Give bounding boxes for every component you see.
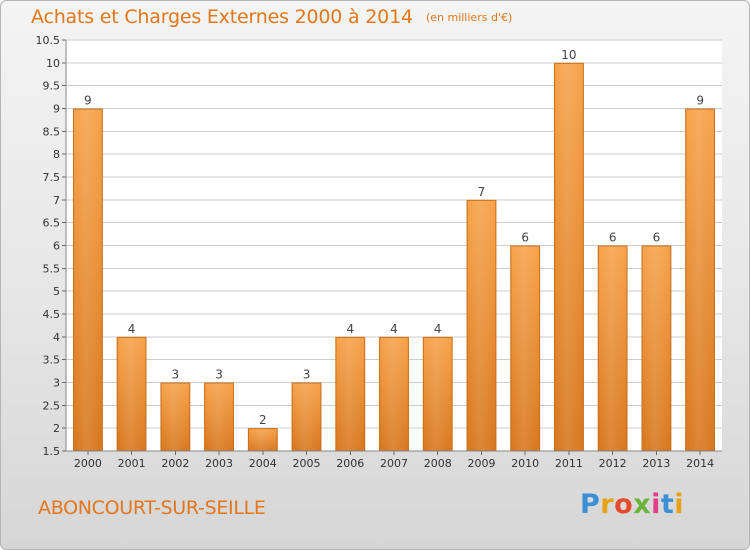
data-label: 6 — [609, 231, 617, 245]
bar-shine — [335, 336, 366, 451]
y-tick-label: 5.5 — [43, 262, 61, 275]
x-tick-label: 2005 — [293, 457, 321, 470]
data-label: 4 — [128, 322, 136, 336]
data-label: 4 — [390, 322, 398, 336]
y-tick-label: 2.5 — [43, 399, 61, 412]
bar-shine — [379, 336, 409, 451]
title-row: Achats et Charges Externes 2000 à 2014 (… — [31, 6, 512, 28]
chart-title: Achats et Charges Externes 2000 à 2014 — [31, 6, 413, 28]
bar-shine — [685, 108, 716, 451]
bar-shine — [247, 428, 278, 451]
x-tick-label: 2001 — [118, 457, 146, 470]
x-tick-label: 2008 — [424, 457, 452, 470]
data-label: 6 — [653, 231, 661, 245]
bar-shine — [510, 245, 541, 451]
x-tick-label: 2006 — [336, 457, 364, 470]
y-tick-label: 6 — [53, 240, 60, 253]
y-tick-label: 8.5 — [43, 125, 61, 138]
y-tick-label: 7 — [53, 194, 60, 207]
x-tick-label: 2013 — [642, 457, 670, 470]
y-tick-label: 7.5 — [43, 171, 61, 184]
bar-shine — [204, 382, 234, 451]
proxiti-logo: Proxiti — [580, 489, 685, 520]
bar-shine — [597, 245, 628, 451]
x-tick-label: 2007 — [380, 457, 408, 470]
x-tick-label: 2003 — [205, 457, 233, 470]
y-tick-label: 2 — [53, 422, 60, 435]
bars — [72, 62, 716, 452]
x-tick-label: 2002 — [161, 457, 189, 470]
y-tick-label: 5 — [53, 285, 60, 298]
y-tick-label: 6.5 — [43, 217, 61, 230]
data-label: 4 — [434, 322, 442, 336]
x-tick-label: 2014 — [686, 457, 714, 470]
y-tick-label: 9.5 — [43, 80, 61, 93]
bar-shine — [291, 382, 322, 451]
data-label: 9 — [696, 94, 704, 108]
bar-shine — [422, 336, 453, 451]
data-label: 10 — [561, 48, 576, 62]
bar-shine — [160, 382, 191, 451]
data-label: 9 — [84, 94, 92, 108]
x-tick-label: 2004 — [249, 457, 277, 470]
chart-subtitle: (en milliers d'€) — [425, 11, 513, 24]
bar-shine — [641, 245, 672, 451]
y-tick-label: 10 — [46, 57, 60, 70]
y-tick-label: 4 — [53, 331, 60, 344]
x-tick-label: 2012 — [599, 457, 627, 470]
y-tick-label: 4.5 — [43, 308, 61, 321]
y-tick-label: 1.5 — [43, 445, 61, 458]
x-tick-label: 2010 — [511, 457, 539, 470]
data-label: 3 — [172, 368, 180, 382]
bar-shine — [72, 108, 103, 451]
data-label: 6 — [521, 231, 529, 245]
data-label: 3 — [303, 368, 311, 382]
place-name: ABONCOURT-SUR-SEILLE — [38, 497, 266, 519]
data-label: 4 — [346, 322, 354, 336]
axes — [62, 39, 722, 455]
data-label: 2 — [259, 413, 267, 427]
y-tick-label: 3.5 — [43, 354, 61, 367]
labels: 1.5 2 2.5 3 3.5 4 4.5 5 5.5 6 6.5 7 7.5 8 8.5 9 9.5 10 10.… — [36, 34, 715, 470]
y-tick-label: 10.5 — [36, 34, 61, 47]
data-label: 7 — [478, 185, 486, 199]
y-tick-label: 3 — [53, 377, 60, 390]
bar-shine — [116, 336, 147, 451]
bar-shine — [554, 62, 584, 451]
y-tick-label: 8 — [53, 148, 60, 161]
bar-shine — [466, 199, 497, 451]
x-tick-label: 2000 — [74, 457, 102, 470]
x-tick-label: 2009 — [467, 457, 495, 470]
y-tick-label: 9 — [53, 103, 60, 116]
x-tick-label: 2011 — [555, 457, 583, 470]
data-label: 3 — [215, 368, 223, 382]
